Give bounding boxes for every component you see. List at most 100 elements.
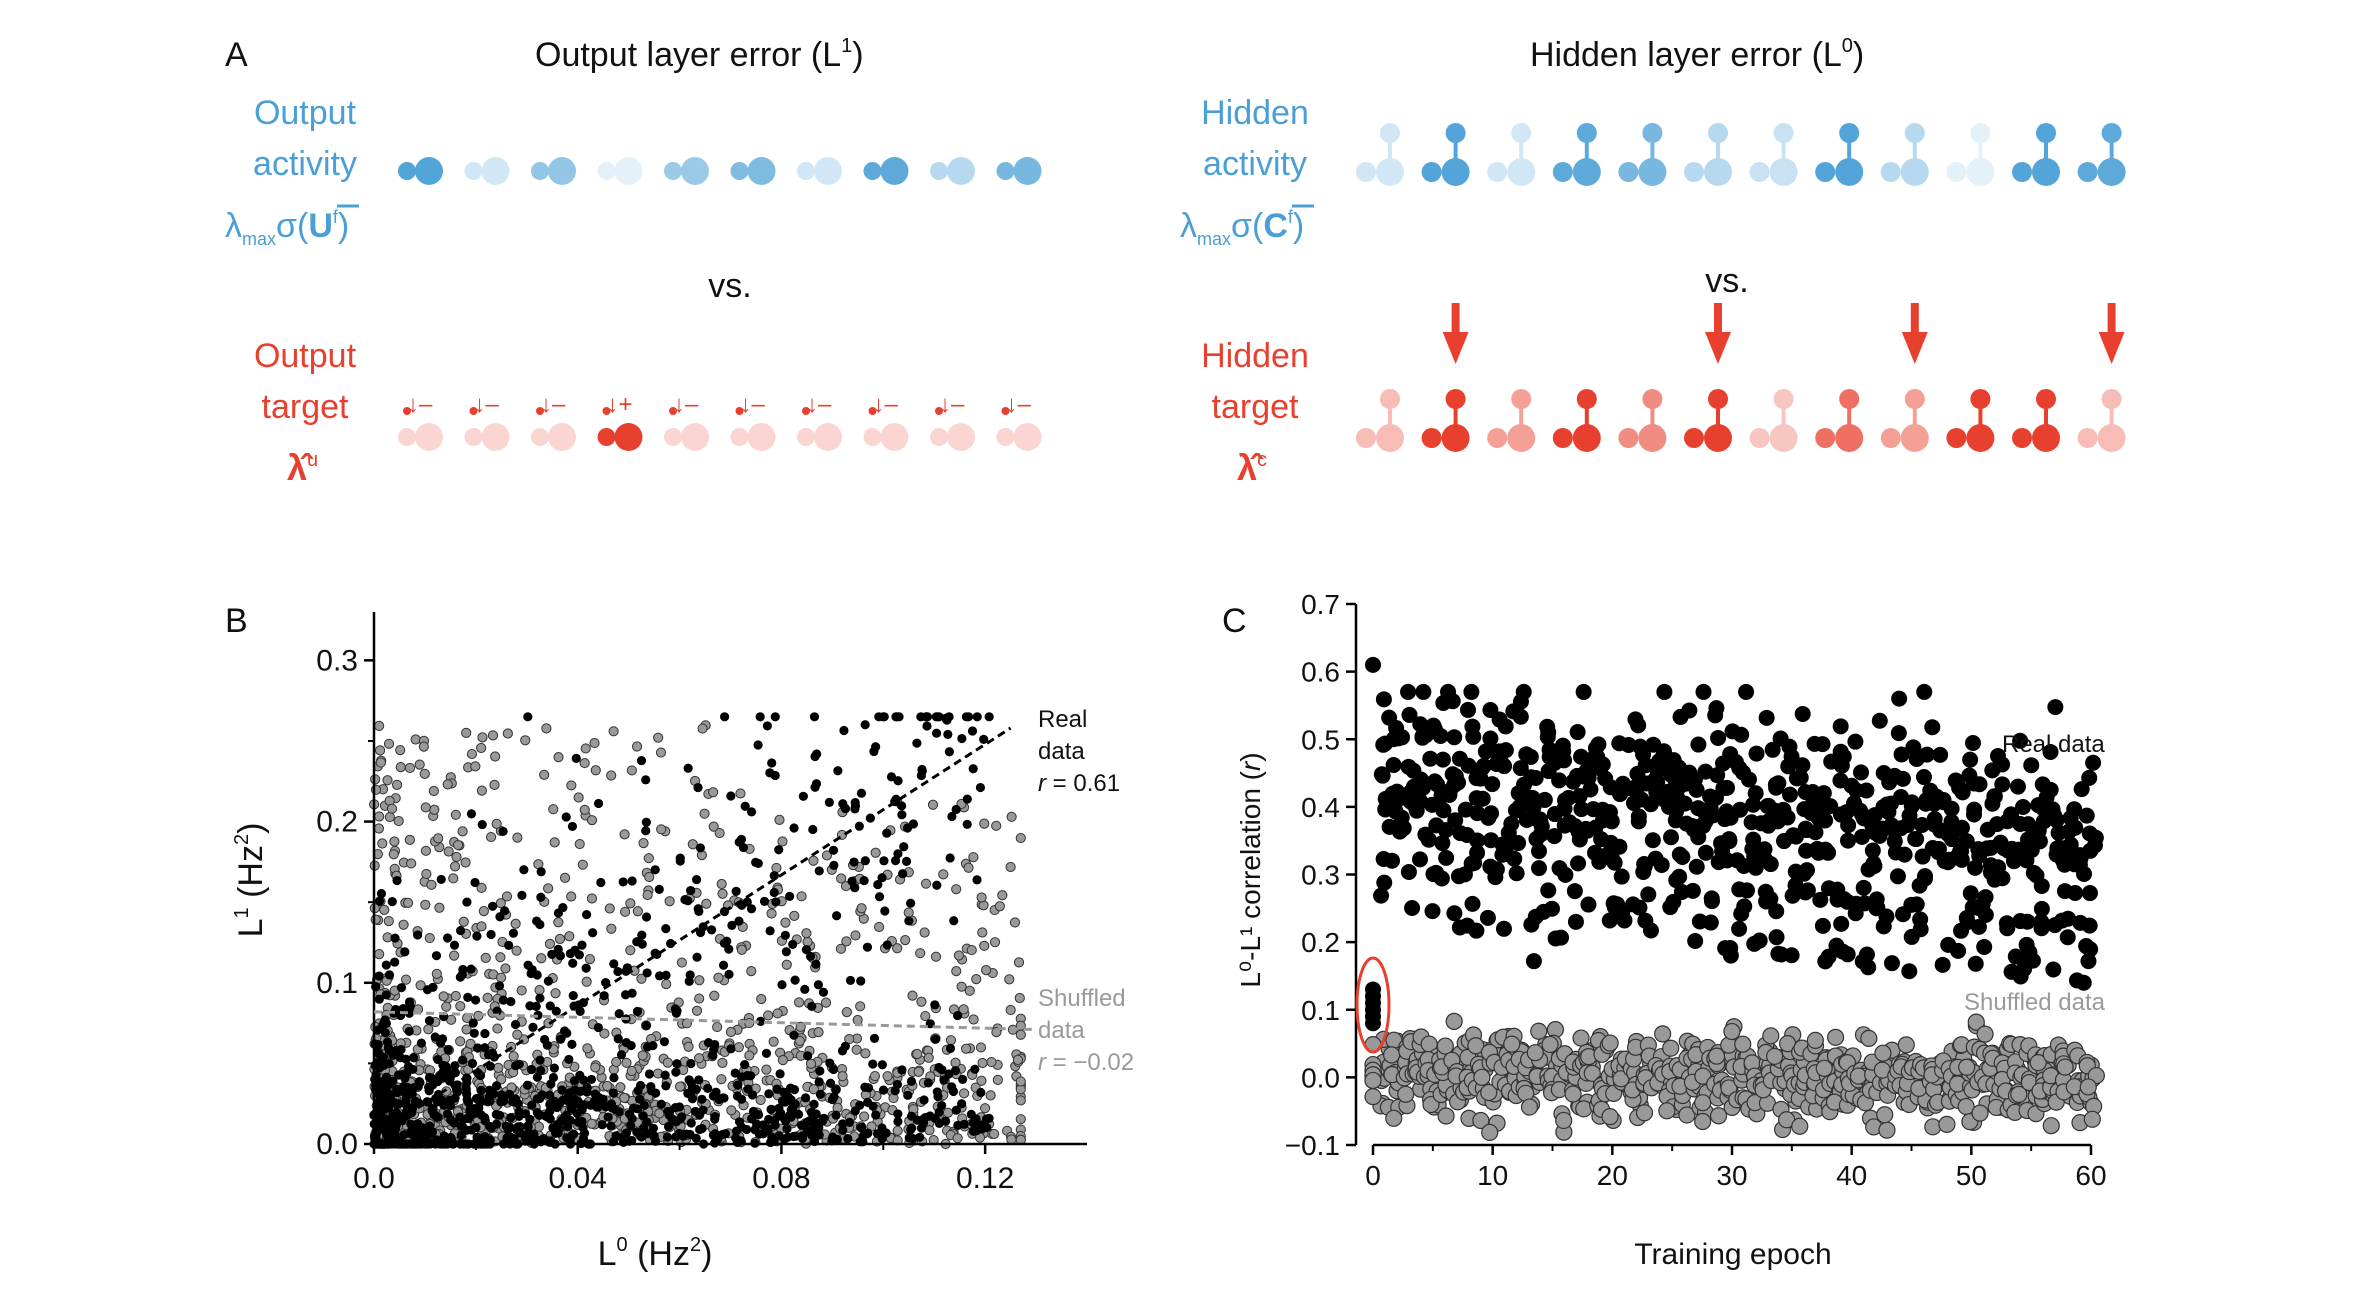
shuffled-point xyxy=(708,787,719,798)
real-data-point xyxy=(868,1101,878,1111)
real-data-point xyxy=(549,1063,559,1073)
real-data-point xyxy=(427,1127,438,1137)
real-data-point xyxy=(373,1112,383,1122)
real-data-point xyxy=(671,1132,681,1142)
shuffled-point xyxy=(406,858,417,869)
real-data-point xyxy=(807,1001,817,1011)
panel-b-label: B xyxy=(225,602,248,640)
c-real-data-point xyxy=(1758,893,1775,910)
shuffled-point xyxy=(554,933,566,945)
real-data-point xyxy=(766,1104,776,1114)
real-data-point xyxy=(755,1016,766,1027)
output-target-neuron: ↓– xyxy=(996,391,1042,451)
c-real-data-point xyxy=(2062,836,2079,853)
shuffled-point xyxy=(717,888,728,899)
real-data-point xyxy=(785,1083,796,1093)
c-real-data-point xyxy=(1376,874,1393,891)
shuffled-point xyxy=(950,1057,961,1068)
c-shuffled-point xyxy=(1383,1046,1401,1064)
shuffled-point xyxy=(374,811,385,822)
real-data-point xyxy=(815,1089,825,1099)
real-data-point xyxy=(686,1118,696,1128)
c-real-data-point xyxy=(1864,842,1881,859)
shuffled-point xyxy=(915,948,926,959)
real-data-point xyxy=(726,1044,736,1054)
real-data-point xyxy=(671,1067,681,1077)
c-x-tick-label: 60 xyxy=(2075,1160,2106,1191)
real-data-point xyxy=(675,853,685,863)
c-real-data-point xyxy=(1506,850,1523,867)
c-x-tick-label: 0 xyxy=(1365,1160,1381,1191)
c-shuffled-point xyxy=(1422,1095,1440,1114)
real-data-point xyxy=(412,1122,422,1133)
real-data-point xyxy=(877,1060,887,1070)
shuffled-point xyxy=(963,862,974,873)
hidden-target-arrow xyxy=(1705,303,1731,364)
c-y-tick-label: 0.5 xyxy=(1301,724,1340,755)
real-data-point xyxy=(558,1114,568,1124)
shuffled-point xyxy=(391,779,403,790)
real-data-point xyxy=(551,1006,561,1016)
shuffled-point xyxy=(837,1071,848,1082)
real-data-point xyxy=(650,865,660,875)
real-data-point xyxy=(781,947,791,957)
output-target-sign: ↓– xyxy=(540,391,566,418)
shuffled-point xyxy=(608,726,619,737)
shuffled-r: r = −0.02 xyxy=(1038,1049,1134,1076)
real-data-point xyxy=(893,776,903,786)
hidden-activity-neuron xyxy=(1749,123,1798,186)
real-data-point xyxy=(508,928,519,938)
real-data-point xyxy=(873,879,883,890)
real-data-point xyxy=(567,1130,577,1140)
c-real-data-point xyxy=(1614,904,1631,921)
real-data-point xyxy=(771,897,781,907)
real-data-point xyxy=(860,856,870,866)
shuffled-point xyxy=(386,803,398,814)
shuffled-point xyxy=(604,903,615,914)
c-real-data-point xyxy=(1950,942,1967,959)
c-real-data-point xyxy=(1433,870,1450,887)
c-y-tick-label: −0.1 xyxy=(1285,1130,1340,1161)
real-data-point xyxy=(727,920,737,930)
c-shuffled-point xyxy=(1541,1035,1559,1054)
c-real-data-point xyxy=(1606,854,1623,871)
shuffled-point xyxy=(388,849,399,860)
shuffled-point xyxy=(441,1001,452,1012)
shuffled-point xyxy=(485,831,497,843)
c-shuffled-point xyxy=(1364,1088,1382,1106)
real-data-point xyxy=(843,1133,853,1144)
hidden-target-neurons xyxy=(1356,303,2126,452)
shuffled-point xyxy=(766,908,777,919)
real-data-point xyxy=(525,1114,535,1124)
real-data-point xyxy=(962,819,972,829)
real-data-point xyxy=(404,997,415,1007)
real-data-point xyxy=(599,991,609,1001)
shuffled-point xyxy=(694,1053,705,1064)
c-real-data-point xyxy=(2066,856,2083,873)
shuffled-point xyxy=(907,990,918,1001)
real-data-point xyxy=(477,819,487,830)
real-data-point xyxy=(845,975,856,986)
real-data-point xyxy=(897,801,907,811)
real-data-point xyxy=(775,1069,785,1079)
shuffled-point xyxy=(920,878,932,889)
shuffled-point xyxy=(979,1103,991,1114)
shuffled-point xyxy=(450,809,461,820)
panel-b-xlabel: L0 (Hz2) xyxy=(598,1234,713,1273)
shuffled-point xyxy=(377,838,388,849)
real-data-point xyxy=(894,712,904,722)
real-data-point xyxy=(724,944,734,954)
c-shuffled-point xyxy=(1897,1036,1915,1054)
real-data-point xyxy=(381,960,391,970)
c-real-data-point xyxy=(1630,788,1647,805)
real-data-point xyxy=(636,1132,646,1142)
real-data-point xyxy=(445,1101,455,1111)
c-shuffled-point xyxy=(1467,1037,1485,1055)
real-data-point xyxy=(627,876,637,886)
real-data-point xyxy=(468,1018,478,1028)
shuffled-point xyxy=(449,861,461,872)
shuffled-point xyxy=(674,1081,686,1092)
real-data-point xyxy=(902,823,913,833)
c-real-data-point xyxy=(1482,730,1499,747)
c-real-data-point xyxy=(2081,825,2098,842)
